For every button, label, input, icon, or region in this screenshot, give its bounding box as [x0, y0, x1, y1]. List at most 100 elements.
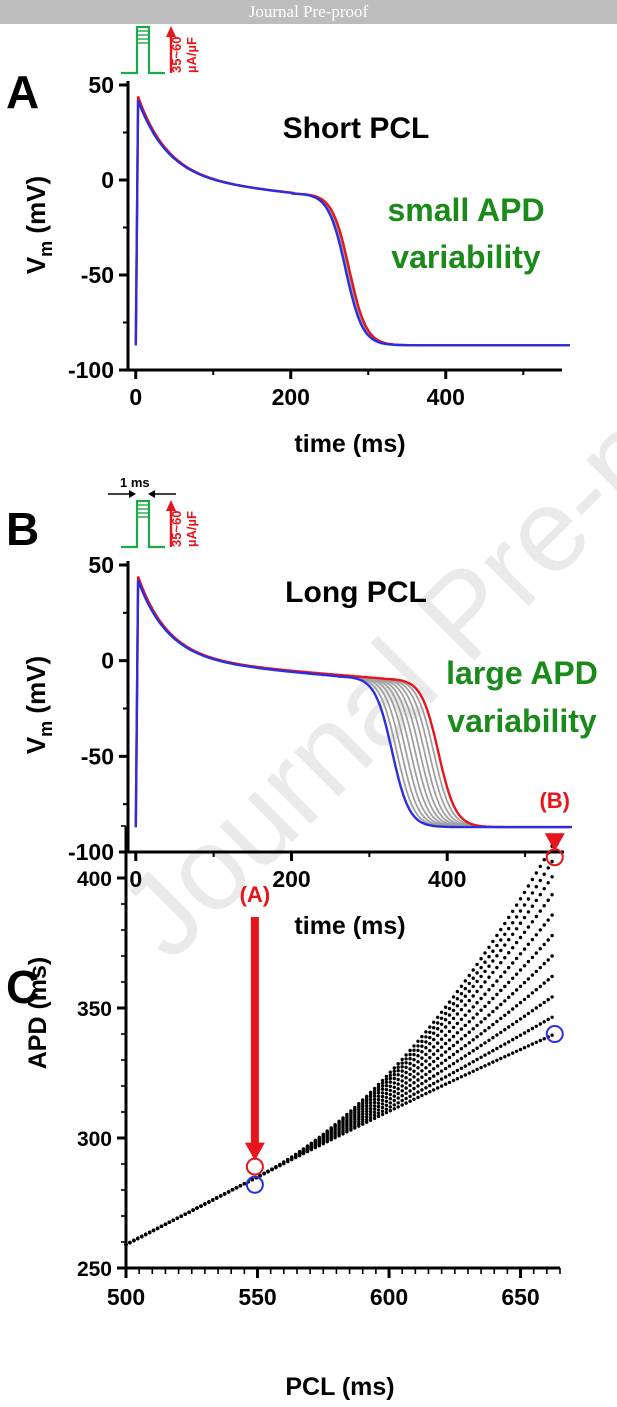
apd-point: [499, 1016, 503, 1021]
apd-point: [538, 1003, 542, 1007]
apd-point: [408, 1057, 412, 1061]
apd-point: [349, 1109, 353, 1113]
apd-point: [424, 1079, 428, 1083]
apd-point: [487, 1062, 491, 1066]
apd-point: [495, 933, 499, 938]
stim-amp-label-b1: 35~60: [169, 510, 184, 547]
apd-point: [424, 1059, 428, 1063]
apd-point: [412, 1086, 416, 1091]
x-tick-label: 0: [129, 384, 142, 410]
apd-point: [380, 1112, 385, 1117]
apd-point: [400, 1103, 404, 1107]
apd-point: [455, 997, 460, 1001]
apd-point: [392, 1081, 396, 1085]
apd-point: [353, 1105, 357, 1110]
apd-point: [420, 1081, 424, 1086]
apd-point: [361, 1107, 365, 1111]
apd-point: [392, 1069, 396, 1074]
apd-point: [550, 954, 554, 958]
apd-point: [404, 1101, 408, 1105]
apd-point: [396, 1101, 400, 1105]
apd-point: [388, 1088, 392, 1093]
annotation-a-line1: small APD: [387, 192, 544, 228]
apd-point: [428, 1090, 432, 1094]
apd-point: [416, 1054, 420, 1058]
apd-point: [408, 1094, 412, 1099]
apd-point: [487, 988, 491, 992]
apd-point: [455, 1040, 460, 1044]
apd-point: [203, 1202, 207, 1206]
apd-point: [408, 1089, 412, 1093]
apd-point: [365, 1104, 369, 1108]
apd-point: [475, 989, 479, 994]
apd-point: [463, 994, 467, 998]
apd-point: [447, 1047, 452, 1051]
apd-point: [455, 1004, 460, 1008]
apd-point: [542, 1020, 546, 1024]
apd-point: [365, 1101, 369, 1105]
apd-point: [471, 968, 475, 972]
apd-point: [479, 1043, 483, 1048]
apd-point: [503, 932, 507, 936]
apd-point: [530, 904, 535, 908]
apd-point: [459, 1047, 464, 1051]
apd-point: [380, 1081, 385, 1086]
apd-point: [388, 1109, 392, 1113]
apd-point: [455, 1077, 460, 1081]
apd-point: [534, 885, 538, 889]
apd-point: [420, 1034, 424, 1039]
apd-point: [538, 1038, 542, 1043]
apd-point: [546, 998, 550, 1002]
apd-point: [479, 985, 483, 989]
apd-point: [388, 1080, 392, 1084]
apd-point: [408, 1061, 412, 1066]
apd-point: [522, 1031, 527, 1035]
apd-point: [179, 1214, 183, 1218]
apd-point: [467, 1030, 471, 1034]
apd-point: [368, 1118, 373, 1123]
apd-point: [550, 933, 554, 938]
apd-point: [357, 1122, 361, 1126]
apd-point: [538, 1022, 542, 1026]
apd-point: [530, 1009, 535, 1013]
apd-point: [408, 1072, 412, 1077]
apd-point: [404, 1065, 408, 1070]
apd-point: [475, 1057, 479, 1062]
apd-point: [436, 1064, 440, 1068]
apd-point: [163, 1222, 168, 1227]
apd-point: [368, 1100, 373, 1105]
apd-point: [499, 938, 503, 942]
apd-point: [538, 965, 542, 970]
apd-point: [400, 1061, 404, 1065]
apd-point: [483, 1004, 487, 1009]
apd-point: [424, 1066, 428, 1070]
apd-point: [546, 918, 550, 922]
apd-point: [436, 1071, 440, 1076]
apd-point: [463, 979, 467, 983]
apd-point: [432, 1052, 436, 1056]
apd-point: [463, 1064, 467, 1068]
apd-point: [542, 1000, 546, 1005]
apd-point: [215, 1196, 219, 1200]
apd-point: [511, 921, 515, 925]
apd-point: [396, 1096, 400, 1100]
apd-point: [550, 875, 554, 879]
apd-point: [148, 1230, 152, 1235]
apd-point: [404, 1057, 408, 1061]
apd-point: [475, 1012, 479, 1016]
apd-point: [503, 1028, 507, 1032]
apd-point: [451, 1034, 456, 1039]
apd-point: [459, 1066, 464, 1071]
apd-point: [459, 1056, 464, 1061]
apd-point: [432, 1059, 436, 1064]
apd-point: [416, 1066, 420, 1070]
apd-point: [376, 1111, 381, 1116]
apd-point: [443, 1011, 448, 1016]
apd-point: [526, 1044, 531, 1048]
apd-point: [412, 1097, 416, 1102]
apd-point: [290, 1155, 294, 1159]
apd-point: [432, 1081, 436, 1086]
apd-point: [400, 1084, 404, 1088]
apd-point: [507, 965, 511, 970]
apd-point: [230, 1188, 235, 1192]
